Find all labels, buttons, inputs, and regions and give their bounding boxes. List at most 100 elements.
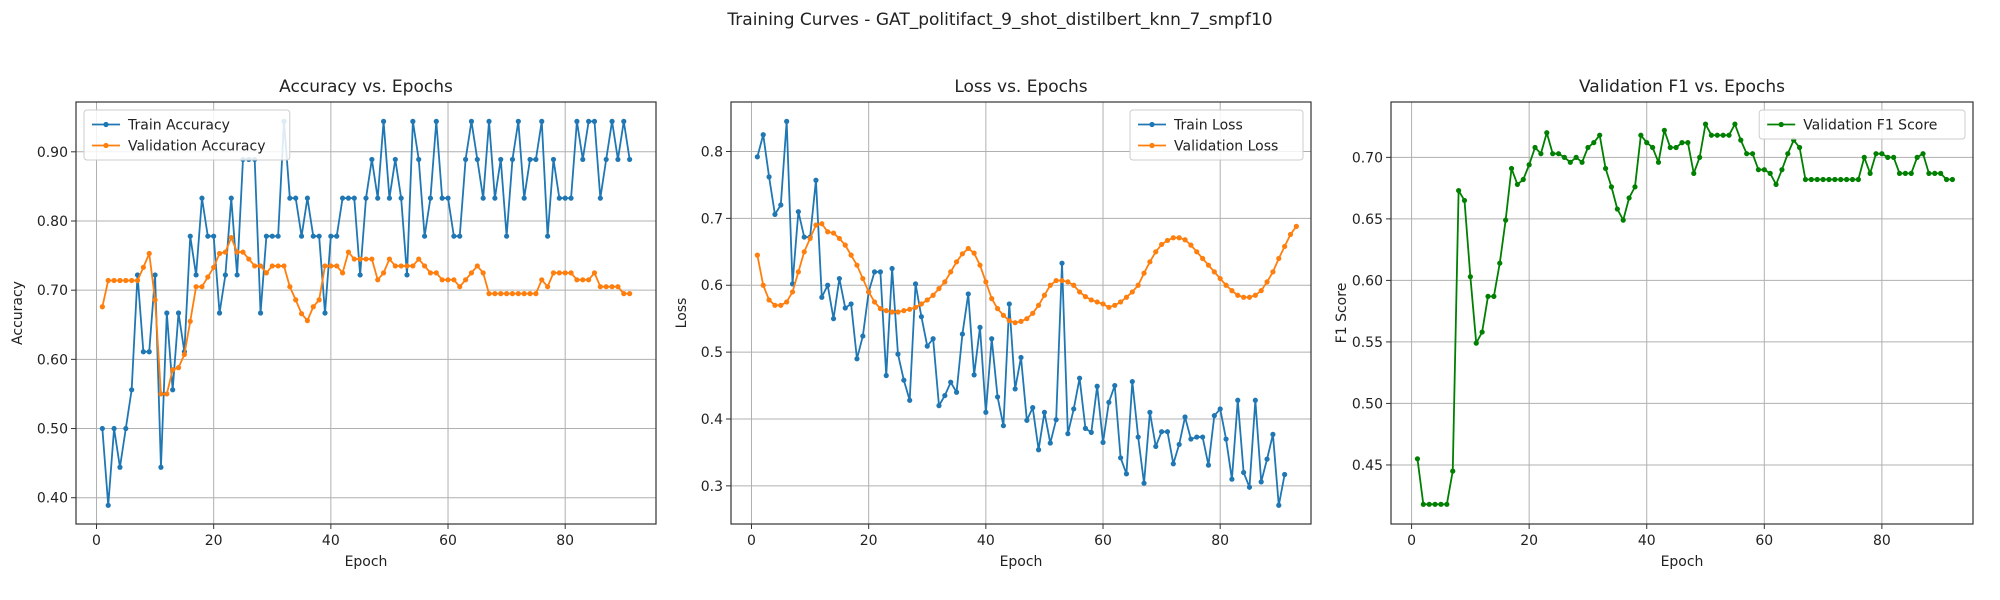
loss-legend: Train Loss Validation Loss — [1129, 109, 1304, 161]
validation-loss-point — [830, 230, 837, 236]
validation-accuracy-point — [410, 263, 416, 269]
validation-loss-point — [977, 262, 983, 268]
validation-accuracy-point — [181, 351, 187, 358]
validation-accuracy-point — [275, 263, 281, 269]
train-accuracy-point — [99, 425, 105, 432]
loss-x-tick-label: 80 — [1211, 533, 1229, 549]
validation-loss-point — [1246, 294, 1253, 300]
validation-accuracy-point — [404, 263, 410, 269]
loss-legend-box — [1129, 109, 1304, 161]
train-loss-point — [924, 343, 930, 349]
validation-f1-score-point — [1503, 217, 1509, 223]
train-accuracy-point — [211, 233, 217, 239]
train-loss-point — [895, 351, 901, 357]
validation-accuracy-point — [562, 270, 568, 276]
validation-f1-score-point — [1679, 140, 1685, 146]
validation-loss-point — [766, 297, 772, 303]
train-accuracy-point — [597, 195, 603, 201]
validation-accuracy-point — [345, 249, 352, 255]
loss-y-tick-label: 0.6 — [701, 278, 723, 294]
validation-loss-point — [924, 297, 930, 303]
validation-f1-score-point — [1697, 154, 1703, 160]
loss-y-axis-label: Loss — [674, 298, 690, 329]
train-accuracy-point — [193, 272, 199, 278]
train-loss-point — [1223, 436, 1229, 442]
validation-f1-score-point — [1473, 340, 1479, 346]
validation-loss-point — [1147, 259, 1153, 265]
validation-f1-score-point — [1573, 154, 1579, 160]
validation-accuracy-point — [99, 304, 105, 310]
validation-loss-point — [801, 249, 807, 255]
train-accuracy-point — [298, 233, 305, 239]
validation-accuracy-point — [363, 256, 369, 262]
validation-accuracy-point — [193, 284, 199, 290]
f1-x-axis-label: Epoch — [1661, 554, 1704, 570]
validation-accuracy-point — [269, 263, 275, 269]
train-accuracy-point — [152, 272, 158, 278]
validation-loss-point — [854, 262, 860, 268]
loss-chart-title: Loss vs. Epochs — [954, 77, 1087, 97]
validation-accuracy-point — [322, 263, 328, 269]
validation-f1-score-point — [1802, 176, 1809, 183]
validation-loss-point — [953, 259, 960, 265]
validation-loss-point — [1129, 289, 1135, 295]
validation-accuracy-point — [492, 291, 498, 297]
train-loss-point — [994, 394, 1001, 400]
train-accuracy-point — [369, 156, 375, 163]
validation-loss-point — [1235, 292, 1241, 298]
validation-accuracy-point — [468, 270, 475, 276]
validation-f1-score-point — [1485, 293, 1491, 299]
train-accuracy-point — [586, 118, 592, 124]
train-loss-point — [1094, 383, 1100, 389]
validation-accuracy-point — [539, 277, 545, 283]
validation-f1-score-point — [1520, 176, 1526, 183]
train-loss-point — [907, 397, 913, 403]
validation-f1-score-point — [1943, 176, 1950, 183]
validation-f1-score-point — [1749, 151, 1756, 157]
validation-loss-point — [866, 289, 872, 295]
validation-loss-legend-label: Validation Loss — [1174, 139, 1278, 155]
train-loss-point — [854, 356, 860, 362]
validation-f1-score-point — [1491, 293, 1497, 299]
validation-f1-score-point — [1526, 162, 1532, 168]
validation-f1-score-point — [1867, 170, 1873, 176]
validation-accuracy-point — [140, 264, 146, 270]
validation-f1-score-point — [1738, 137, 1744, 143]
validation-accuracy-point — [463, 277, 469, 283]
train-loss-point — [1182, 414, 1188, 420]
validation-loss-point — [1287, 231, 1294, 238]
train-accuracy-point — [627, 156, 633, 163]
accuracy-axes-frame — [75, 101, 657, 525]
validation-loss-point — [1258, 288, 1264, 294]
validation-accuracy-point — [375, 277, 381, 283]
f1-axes-frame — [1390, 101, 1974, 525]
validation-accuracy-point — [152, 297, 158, 303]
validation-loss-point — [1041, 292, 1048, 298]
loss-axes-frame — [730, 101, 1312, 525]
train-accuracy-point — [205, 233, 211, 239]
f1-legend: Validation F1 Score — [1758, 109, 1966, 140]
validation-f1-score-point — [1926, 170, 1932, 176]
validation-loss-point — [1264, 279, 1270, 285]
train-accuracy-point — [410, 118, 416, 124]
train-accuracy-point — [509, 156, 516, 163]
train-accuracy-point — [392, 156, 398, 163]
f1-grid — [1391, 102, 1973, 524]
train-loss-point — [1170, 461, 1176, 467]
validation-accuracy-point — [574, 277, 580, 283]
validation-f1-score-point — [1602, 165, 1609, 172]
validation-loss-point — [1065, 279, 1071, 285]
validation-f1-score-point — [1808, 176, 1814, 183]
train-loss-point — [1164, 429, 1171, 435]
validation-loss-point — [1276, 255, 1282, 262]
train-accuracy-point — [310, 233, 316, 239]
loss-y-tick-label: 0.5 — [701, 345, 723, 361]
validation-f1-score-point — [1550, 151, 1556, 157]
validation-accuracy-point — [556, 270, 562, 276]
validation-f1-score-point — [1832, 176, 1838, 183]
train-accuracy-point — [140, 349, 146, 355]
validation-loss-point — [842, 242, 848, 248]
accuracy-x-tick-label: 20 — [205, 533, 223, 549]
validation-accuracy-point — [222, 249, 228, 255]
validation-accuracy-point — [398, 263, 404, 269]
